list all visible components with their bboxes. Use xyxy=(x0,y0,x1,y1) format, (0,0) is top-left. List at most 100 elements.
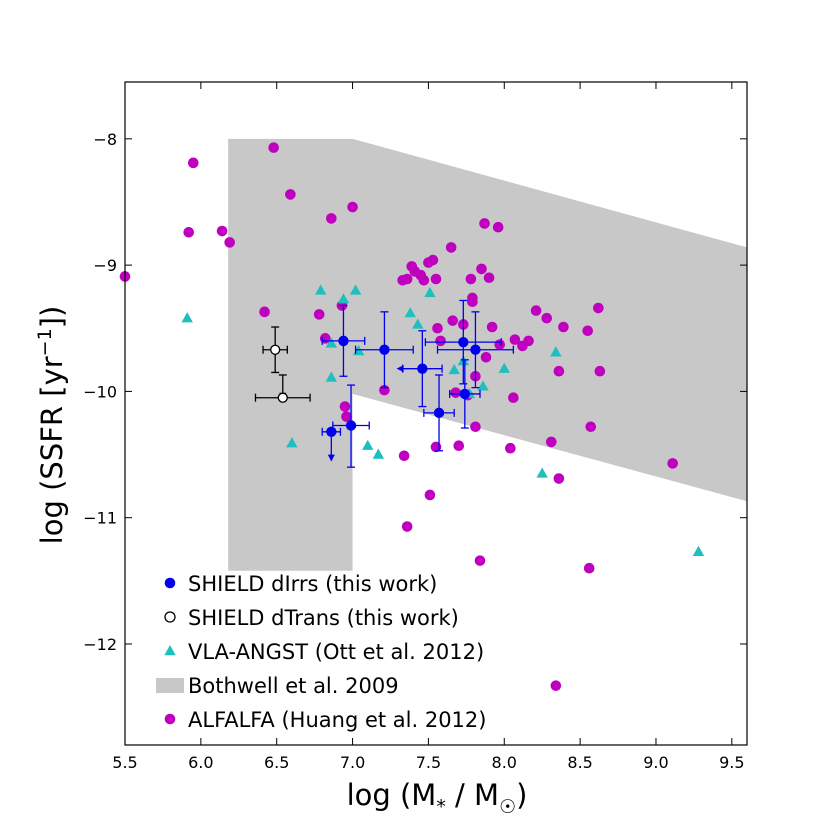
alfalfa-point xyxy=(268,142,279,153)
vla-angst-point xyxy=(477,380,489,391)
alfalfa-point xyxy=(398,450,410,462)
shield-dirr-point xyxy=(458,336,469,348)
alfalfa-point xyxy=(479,218,490,229)
alfalfa-point xyxy=(583,562,595,574)
alfalfa-point xyxy=(594,365,606,377)
y-tick-label: −12 xyxy=(83,635,117,654)
x-axis-label: log (M* / M☉) xyxy=(347,778,528,818)
alfalfa-point xyxy=(545,436,557,448)
legend-label: Bothwell et al. 2009 xyxy=(188,674,399,698)
shield-dtrans-point xyxy=(277,392,288,403)
x-tick-label: 9.5 xyxy=(719,753,744,772)
vla-angst-point xyxy=(404,307,416,318)
alfalfa-point xyxy=(667,458,678,469)
legend-marker xyxy=(164,713,176,725)
alfalfa-point xyxy=(558,321,569,333)
vla-angst-point xyxy=(362,439,374,450)
y-tick-label: −10 xyxy=(83,382,117,401)
y-axis-label: log (SSFR [yr−1]) xyxy=(34,306,69,545)
legend: SHIELD dIrrs (this work) SHIELD dTrans (t… xyxy=(156,572,486,732)
vla-angst-series xyxy=(181,284,705,556)
shield-dirr-point xyxy=(417,363,428,374)
vla-angst-point xyxy=(550,346,562,357)
shield-dirr-point xyxy=(326,426,337,438)
alfalfa-point xyxy=(470,421,481,433)
shield-dirr-limit-arrow xyxy=(327,454,335,462)
vla-angst-point xyxy=(315,284,327,295)
alfalfa-point xyxy=(187,157,199,169)
x-tick-label: 7.0 xyxy=(340,753,365,772)
alfalfa-point xyxy=(530,305,542,316)
vla-angst-point xyxy=(325,371,338,382)
alfalfa-point xyxy=(550,680,562,691)
legend-marker xyxy=(164,611,176,623)
vla-angst-point xyxy=(448,363,460,375)
alfalfa-point xyxy=(483,272,495,284)
alfalfa-point xyxy=(474,555,486,566)
legend-label: SHIELD dTrans (this work) xyxy=(188,606,459,630)
alfalfa-point xyxy=(494,339,506,350)
shield-dirr-point xyxy=(459,388,471,400)
alfalfa-point xyxy=(435,335,446,347)
alfalfa-point xyxy=(424,489,436,501)
vla-angst-point xyxy=(372,448,385,459)
legend-marker xyxy=(164,577,176,589)
legend-label: ALFALFA (Huang et al. 2012) xyxy=(188,708,486,732)
vla-angst-point xyxy=(536,467,548,478)
alfalfa-point xyxy=(453,440,465,452)
shield-dtrans-point xyxy=(270,344,281,355)
alfalfa-point xyxy=(508,392,519,404)
alfalfa-point xyxy=(585,421,597,433)
alfalfa-point xyxy=(445,242,457,253)
y-tick-label: −9 xyxy=(93,256,117,275)
x-tick-label: 6.5 xyxy=(264,753,289,772)
shield-dtrans-series xyxy=(254,326,311,403)
shield-dirr-point xyxy=(345,420,357,431)
alfalfa-point xyxy=(326,213,337,224)
alfalfa-point xyxy=(432,322,443,334)
alfalfa-point xyxy=(465,273,477,285)
alfalfa-point xyxy=(486,321,498,333)
shield-dirr-point xyxy=(379,344,390,355)
legend-label: VLA-ANGST (Ott et al. 2012) xyxy=(188,640,484,664)
alfalfa-point xyxy=(553,473,565,484)
vla-angst-point xyxy=(181,312,193,323)
alfalfa-point xyxy=(523,335,534,347)
x-tick-label: 6.0 xyxy=(188,753,213,772)
vla-angst-point xyxy=(349,284,362,295)
alfalfa-point xyxy=(401,521,413,532)
alfalfa-point xyxy=(341,411,352,422)
alfalfa-point xyxy=(183,226,195,238)
shield-dirr-series xyxy=(321,299,515,468)
shield-dirr-point xyxy=(470,344,481,355)
vla-angst-point xyxy=(412,318,424,329)
alfalfa-series xyxy=(119,142,678,691)
x-tick-label: 7.5 xyxy=(416,753,441,772)
alfalfa-point xyxy=(476,263,487,275)
shield-dirr-point xyxy=(338,335,349,347)
vla-angst-point xyxy=(286,437,298,448)
alfalfa-point xyxy=(582,325,594,337)
alfalfa-point xyxy=(259,306,270,318)
shield-dirr-left-limit-arrow xyxy=(396,365,404,373)
legend-patch xyxy=(156,678,184,693)
alfalfa-point xyxy=(313,309,325,320)
alfalfa-point xyxy=(224,237,235,248)
x-tick-label: 5.5 xyxy=(112,753,137,772)
alfalfa-point xyxy=(450,387,462,398)
legend-marker xyxy=(164,645,176,656)
alfalfa-point xyxy=(447,315,458,326)
alfalfa-point xyxy=(505,442,516,454)
y-tick-label: −8 xyxy=(93,130,117,149)
x-tick-label: 8.0 xyxy=(492,753,517,772)
vla-angst-point xyxy=(498,362,510,373)
alfalfa-point xyxy=(401,273,413,285)
alfalfa-point xyxy=(427,254,439,266)
alfalfa-point xyxy=(492,221,504,233)
shield-dirr-point xyxy=(433,407,445,419)
legend-label: SHIELD dIrrs (this work) xyxy=(188,572,437,596)
alfalfa-point xyxy=(430,273,442,285)
alfalfa-point xyxy=(339,401,351,412)
vla-angst-point xyxy=(325,337,338,348)
